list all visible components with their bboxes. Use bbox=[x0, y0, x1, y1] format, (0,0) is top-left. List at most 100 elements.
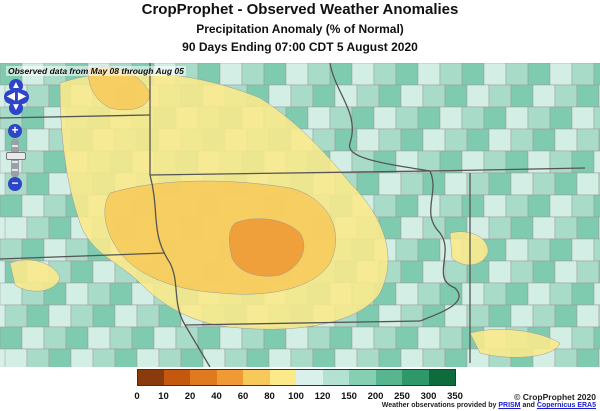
county-cell bbox=[153, 326, 177, 350]
pan-down-icon[interactable]: ▼ bbox=[9, 101, 23, 115]
credit-prefix: Weather observations provided by bbox=[381, 402, 497, 409]
county-cell bbox=[400, 216, 424, 240]
county-cell bbox=[466, 84, 490, 108]
county-cell bbox=[246, 348, 270, 367]
county-cell bbox=[158, 348, 182, 367]
county-cell bbox=[532, 84, 556, 108]
county-cell bbox=[224, 348, 248, 367]
map-period: 90 Days Ending 07:00 CDT 5 August 2020 bbox=[182, 40, 418, 54]
county-cell bbox=[114, 348, 138, 367]
pan-right-icon[interactable]: ▶ bbox=[15, 90, 29, 104]
county-cell bbox=[263, 63, 287, 86]
copyright-notice: © CropProphet 2020 bbox=[514, 392, 596, 402]
county-cell bbox=[378, 304, 402, 328]
county-cell bbox=[571, 282, 595, 306]
county-cell bbox=[488, 216, 512, 240]
map-subtitle: Precipitation Anomaly (% of Normal) bbox=[196, 22, 404, 36]
county-cell bbox=[439, 63, 463, 86]
county-cell bbox=[593, 238, 600, 262]
county-cell bbox=[422, 128, 446, 152]
county-cell bbox=[373, 63, 397, 86]
county-cell bbox=[180, 348, 204, 367]
county-cell bbox=[417, 106, 441, 130]
county-cell bbox=[21, 194, 45, 218]
zoom-tick bbox=[12, 145, 18, 147]
county-cell bbox=[488, 128, 512, 152]
county-cell bbox=[26, 84, 50, 108]
county-cell bbox=[43, 194, 67, 218]
county-cell bbox=[488, 304, 512, 328]
county-cell bbox=[197, 326, 221, 350]
county-cell bbox=[378, 84, 402, 108]
anomaly-region bbox=[9, 259, 61, 292]
legend-tick-label: 200 bbox=[367, 391, 384, 402]
county-cell bbox=[395, 106, 419, 130]
pan-up-icon[interactable]: ▲ bbox=[9, 79, 23, 93]
county-cell bbox=[307, 63, 331, 86]
county-cell bbox=[461, 63, 485, 86]
county-cell bbox=[26, 128, 50, 152]
anomaly-region bbox=[229, 218, 305, 277]
county-cell bbox=[444, 172, 468, 196]
county-cell bbox=[400, 348, 424, 367]
county-cell bbox=[400, 84, 424, 108]
county-cell bbox=[334, 128, 358, 152]
county-cell bbox=[576, 84, 600, 108]
county-cell bbox=[510, 84, 534, 108]
county-cell bbox=[510, 172, 534, 196]
county-cell bbox=[554, 348, 578, 367]
state-border-mo-ks bbox=[184, 324, 211, 367]
county-cell bbox=[334, 348, 358, 367]
precipitation-map[interactable] bbox=[0, 63, 600, 367]
county-cell bbox=[461, 194, 485, 218]
legend-swatch bbox=[428, 369, 456, 386]
county-cell bbox=[329, 326, 353, 350]
county-cell bbox=[505, 194, 529, 218]
county-cell bbox=[488, 84, 512, 108]
zoom-in-button[interactable]: + bbox=[8, 124, 22, 138]
state-border-ia-mo bbox=[184, 320, 421, 326]
prism-link[interactable]: PRISM bbox=[498, 402, 521, 409]
county-cell bbox=[92, 348, 116, 367]
county-cell bbox=[527, 150, 551, 174]
observation-note: Observed data from May 08 through Aug 05 bbox=[6, 66, 186, 76]
county-cell bbox=[571, 106, 595, 130]
anomaly-region bbox=[449, 231, 489, 266]
county-cell bbox=[549, 63, 573, 86]
county-cell bbox=[571, 63, 595, 86]
county-cell bbox=[571, 326, 595, 350]
county-cell bbox=[576, 128, 600, 152]
zoom-out-button[interactable]: − bbox=[8, 177, 22, 191]
state-border-ne-ia bbox=[149, 174, 186, 326]
zoom-slider-handle[interactable] bbox=[6, 152, 26, 160]
county-cell bbox=[527, 63, 551, 86]
legend-tick-label: 40 bbox=[211, 391, 222, 402]
county-cell bbox=[312, 348, 336, 367]
era5-link[interactable]: Copernicus ERA5 bbox=[536, 402, 596, 409]
county-cell bbox=[422, 260, 446, 284]
county-cell bbox=[70, 348, 94, 367]
county-cell bbox=[70, 260, 94, 284]
anomaly-regions bbox=[9, 66, 561, 358]
county-cell bbox=[549, 106, 573, 130]
legend-tick-label: 80 bbox=[264, 391, 275, 402]
county-cell bbox=[554, 216, 578, 240]
county-cell bbox=[554, 84, 578, 108]
county-cell bbox=[439, 106, 463, 130]
county-cell bbox=[417, 238, 441, 262]
county-cell bbox=[527, 106, 551, 130]
legend-tick-label: 120 bbox=[314, 391, 331, 402]
county-cell bbox=[136, 348, 160, 367]
county-cell bbox=[48, 216, 72, 240]
county-cell bbox=[4, 216, 28, 240]
county-cell bbox=[593, 63, 600, 86]
county-cell bbox=[109, 282, 133, 306]
county-cell bbox=[48, 348, 72, 367]
county-cell bbox=[263, 326, 287, 350]
county-cell bbox=[26, 172, 50, 196]
county-cell bbox=[422, 348, 446, 367]
county-cell bbox=[285, 63, 309, 86]
county-cell bbox=[422, 172, 446, 196]
pan-left-icon[interactable]: ◀ bbox=[4, 90, 18, 104]
county-cell bbox=[65, 282, 89, 306]
